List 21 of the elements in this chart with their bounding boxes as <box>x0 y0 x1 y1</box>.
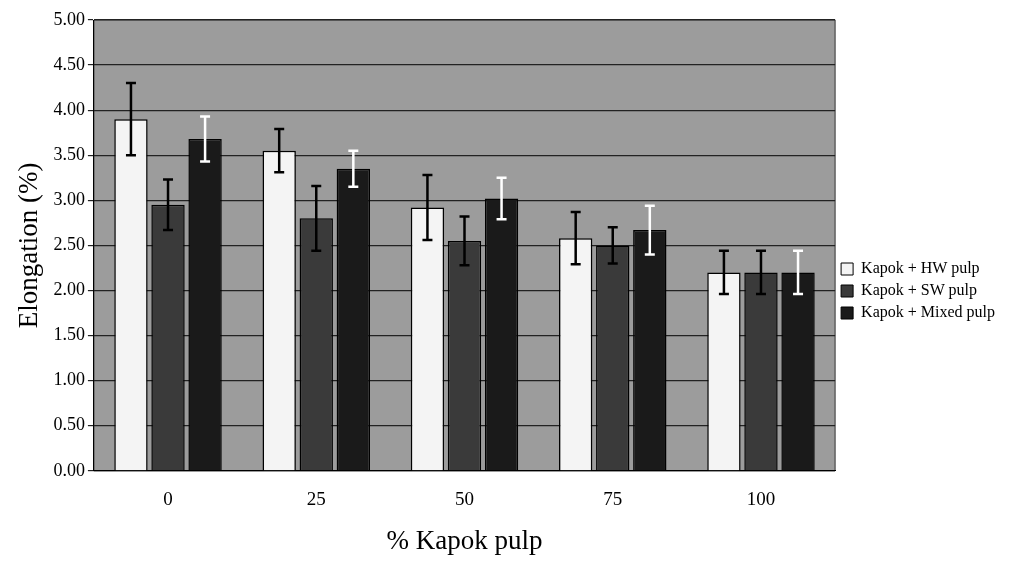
y-tick-label: 3.00 <box>53 189 85 210</box>
y-tick-label: 1.00 <box>53 369 85 390</box>
x-tick-label: 100 <box>746 488 776 510</box>
legend-label: Kapok + Mixed pulp <box>861 303 996 322</box>
legend-label: Kapok + HW pulp <box>861 259 980 278</box>
y-tick-label: 2.00 <box>53 279 85 300</box>
y-tick-label: 4.50 <box>53 53 85 74</box>
x-tick-label: 25 <box>306 488 326 510</box>
x-tick-label: 0 <box>163 488 173 510</box>
legend-label: Kapok + SW pulp <box>861 281 977 300</box>
x-tick-label: 50 <box>455 488 474 510</box>
x-axis-title: % Kapok pulp <box>386 524 543 555</box>
y-tick-label: 5.00 <box>53 8 85 29</box>
y-tick-label: 4.00 <box>53 98 85 119</box>
y-tick-label: 0.50 <box>53 414 85 435</box>
y-tick-label: 2.50 <box>53 234 85 255</box>
y-axis-title: Elongation (%) <box>13 162 44 329</box>
y-tick-label: 1.50 <box>53 324 85 345</box>
y-tick-label: 0.00 <box>53 459 85 480</box>
y-tick-label: 3.50 <box>53 143 85 164</box>
x-tick-label: 75 <box>603 488 623 510</box>
